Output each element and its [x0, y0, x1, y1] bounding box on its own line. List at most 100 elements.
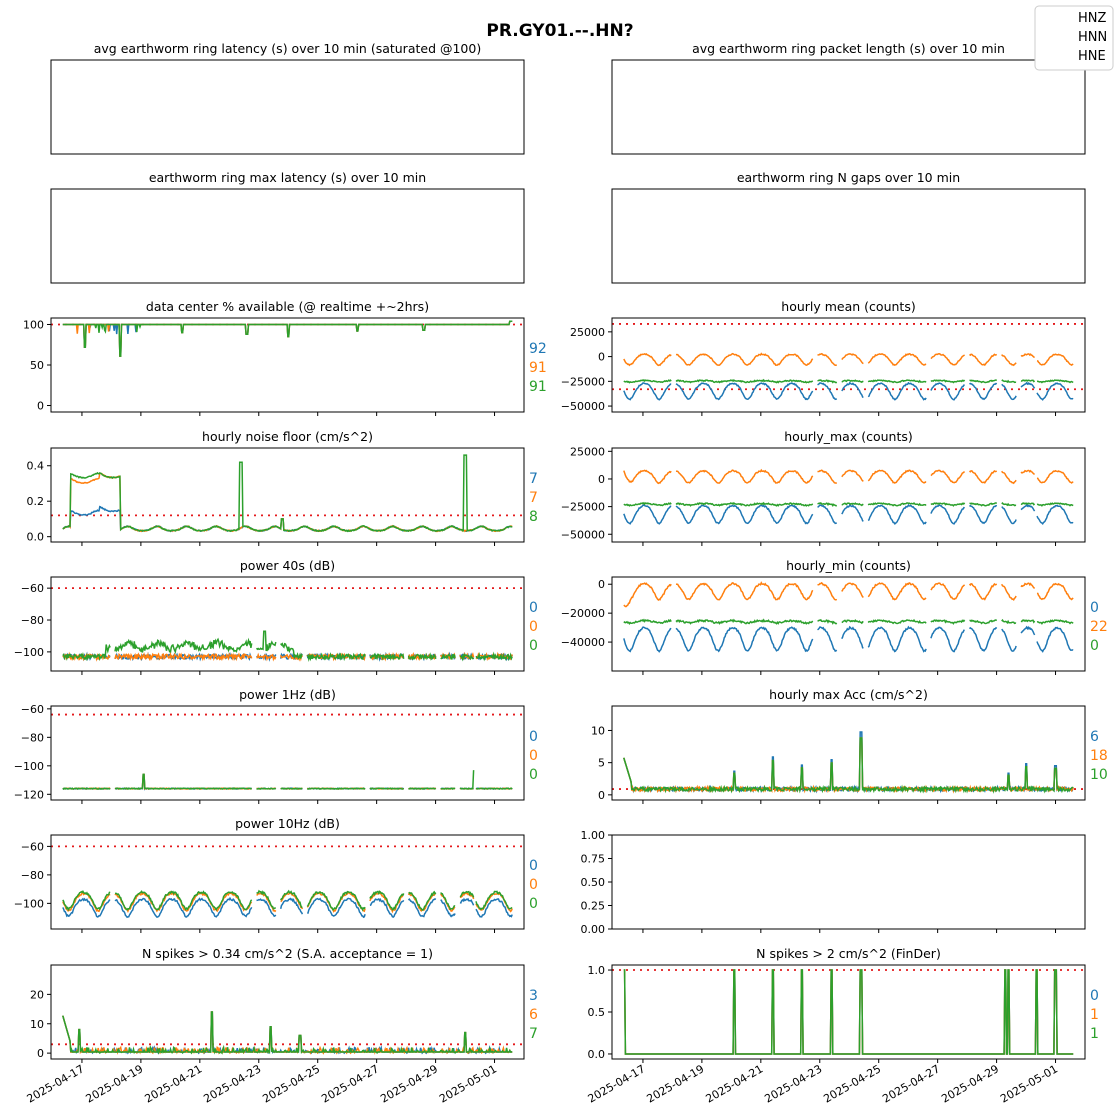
series-HNN — [623, 581, 1074, 608]
x-tick-label: 2025-05-01 — [998, 1062, 1060, 1105]
panel-avail: data center % available (@ realtime +~2h… — [23, 299, 547, 416]
series-HNZ — [62, 896, 513, 919]
y-tick-label: 0 — [598, 473, 605, 486]
y-tick-label: −50000 — [561, 400, 605, 413]
y-tick-label: −120 — [14, 788, 44, 801]
series-HNE — [623, 737, 1074, 794]
panel-hmean: hourly mean (counts) 25000 0 −25000 −50000 — [561, 299, 1086, 416]
series-HNZ — [62, 1011, 513, 1055]
series-HNZ — [623, 381, 1074, 401]
y-tick-label: −50000 — [561, 528, 605, 541]
panel-p1: power 1Hz (dB) −60 −80 −100 −120 0 0 0 — [14, 687, 538, 804]
series-HNN — [62, 890, 513, 914]
series-HNE — [62, 889, 513, 912]
y-tick-label: 0.0 — [588, 1048, 606, 1061]
series-HNE — [623, 618, 1074, 626]
series-HNE — [623, 501, 1074, 508]
stat-HNN: 22 — [1090, 619, 1108, 635]
panel-acc: hourly max Acc (cm/s^2) 0 5 10 6 18 10 — [591, 687, 1108, 804]
series-HNN — [623, 468, 1074, 485]
y-tick-label: 0.4 — [27, 460, 45, 473]
stat-HNN: 1 — [1090, 1007, 1099, 1023]
panel-p10: power 10Hz (dB) −60 −80 −100 0 0 0 — [14, 816, 538, 933]
panel-hmin: hourly_min (counts) 0 −20000 −40000 0 22 0 — [561, 558, 1108, 675]
axes-frame — [611, 964, 1086, 1060]
legend-label-HNE: HNE — [1078, 49, 1106, 64]
y-tick-label: −100 — [14, 760, 44, 773]
panel-latency: avg earthworm ring latency (s) over 10 m… — [50, 41, 525, 155]
x-tick-label: 2025-04-27 — [880, 1062, 942, 1105]
stat-HNZ: 6 — [1090, 729, 1099, 745]
stat-HNN: 7 — [529, 490, 538, 506]
panel-spk2: N spikes > 2 cm/s^2 (FinDer) 0.0 0.5 1.0 202… — [586, 946, 1099, 1106]
x-tick-label: 2025-04-17 — [25, 1062, 87, 1105]
series-HNN — [62, 472, 513, 533]
stat-HNZ: 92 — [529, 341, 547, 357]
series-HNE — [623, 378, 1074, 384]
stat-HNN: 18 — [1090, 748, 1108, 764]
y-tick-label: 5 — [598, 757, 605, 770]
axes-frame — [50, 59, 525, 155]
plot-area — [51, 587, 524, 662]
plot-area — [623, 468, 1074, 526]
x-tick-label: 2025-04-19 — [645, 1062, 707, 1105]
series-HNZ — [623, 731, 1074, 794]
y-tick-label: 0.0 — [27, 531, 45, 544]
panel-p40: power 40s (dB) −60 −80 −100 0 0 0 — [14, 558, 538, 675]
series-HNZ — [623, 625, 1074, 653]
y-tick-label: −100 — [14, 897, 44, 910]
x-tick-label: 2025-04-23 — [762, 1062, 824, 1105]
plot-area — [51, 1011, 524, 1055]
y-tick-label: −60 — [21, 840, 44, 853]
axes-frame — [50, 705, 525, 801]
y-tick-label: 25000 — [570, 445, 605, 458]
legend: HNZ HNN HNE — [1034, 5, 1114, 71]
panel-title: N spikes > 2 cm/s^2 (FinDer) — [756, 946, 941, 961]
x-tick-label: 2025-04-29 — [378, 1062, 440, 1105]
y-tick-label: 0 — [598, 578, 605, 591]
y-tick-label: 0.00 — [581, 923, 606, 936]
axes-frame — [611, 576, 1086, 672]
panel-title: N spikes > 0.34 cm/s^2 (S.A. acceptance … — [142, 946, 433, 961]
panel-spk034: N spikes > 0.34 cm/s^2 (S.A. acceptance … — [25, 946, 538, 1106]
stat-HNZ: 0 — [1090, 600, 1099, 616]
axes-frame — [611, 834, 1086, 930]
series-HNE — [62, 454, 513, 533]
stat-HNE: 10 — [1090, 767, 1108, 783]
y-tick-label: 10 — [591, 724, 605, 737]
stat-HNE: 0 — [529, 896, 538, 912]
y-tick-label: −60 — [21, 703, 44, 716]
series-HNE — [623, 969, 1074, 1055]
panel-title: earthworm ring N gaps over 10 min — [737, 170, 960, 185]
figure-title: PR.GY01.--.HN? — [486, 21, 633, 41]
stat-HNE: 91 — [529, 379, 547, 395]
y-tick-label: 0.2 — [27, 495, 45, 508]
stat-HNZ: 3 — [529, 988, 538, 1004]
panel-title: hourly max Acc (cm/s^2) — [769, 687, 928, 702]
series-HNN — [62, 773, 513, 791]
stat-HNN: 0 — [529, 619, 538, 635]
x-tick-label: 2025-04-21 — [703, 1062, 765, 1105]
y-tick-label: 100 — [23, 318, 44, 331]
plot-area — [51, 320, 524, 357]
x-tick-label: 2025-04-21 — [142, 1062, 204, 1105]
panel-title: hourly_max (counts) — [784, 429, 913, 444]
y-tick-label: 0.75 — [581, 853, 606, 866]
axes-frame — [50, 447, 525, 543]
x-tick-label: 2025-04-25 — [260, 1062, 322, 1105]
plot-area — [612, 969, 1085, 1055]
stat-HNZ: 0 — [529, 600, 538, 616]
panel-noise: hourly noise floor (cm/s^2) 0.0 0.2 0.4 7 7 8 — [27, 429, 538, 546]
y-tick-label: −80 — [21, 614, 44, 627]
y-tick-label: −25000 — [561, 375, 605, 388]
panel-title: avg earthworm ring latency (s) over 10 m… — [94, 41, 481, 56]
panel-title: data center % available (@ realtime +~2h… — [146, 299, 429, 314]
panel-packet: avg earthworm ring packet length (s) ove… — [611, 41, 1086, 155]
stat-HNN: 6 — [529, 1007, 538, 1023]
axes-frame — [50, 834, 525, 930]
stat-HNZ: 0 — [529, 858, 538, 874]
axes-frame — [611, 59, 1086, 155]
y-tick-label: 0.25 — [581, 900, 606, 913]
panel-title: power 10Hz (dB) — [235, 816, 340, 831]
y-tick-label: 25000 — [570, 326, 605, 339]
